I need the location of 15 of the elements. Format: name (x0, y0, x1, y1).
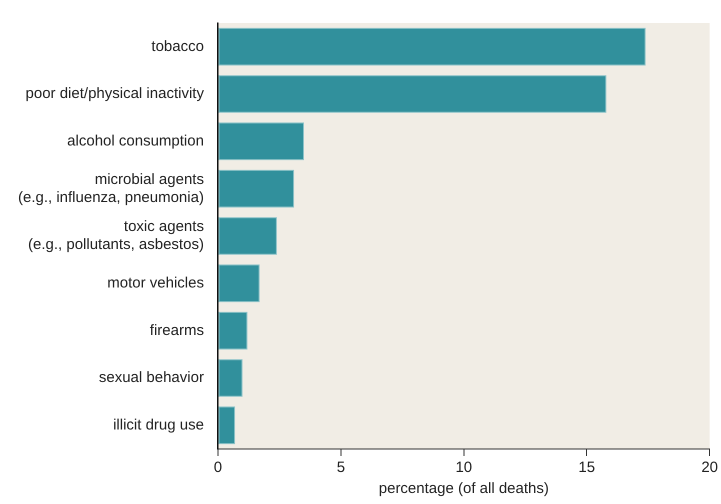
y-tick-label: toxic agents (e.g., pollutants, asbestos) (28, 218, 204, 254)
y-tick-label: poor diet/physical inactivity (26, 85, 204, 102)
y-tick-label: illicit drug use (113, 416, 204, 434)
x-tick-label: 5 (336, 459, 346, 476)
y-tick-label: motor vehicles (107, 274, 204, 292)
y-tick-label: alcohol consumption (67, 132, 204, 150)
x-tick-label: 0 (214, 459, 222, 476)
y-tick-label: tobacco (151, 38, 204, 55)
y-tick-label: firearms (150, 322, 204, 339)
y-tick-label: sexual behavior (98, 369, 204, 386)
x-tick-label: 10 (455, 459, 472, 476)
x-axis-title: percentage (of all deaths) (378, 480, 549, 498)
x-tick-label: 20 (701, 459, 718, 476)
y-tick-label: microbial agents (e.g., influenza, pneumonia) (18, 170, 204, 206)
x-tick-label: 15 (578, 459, 596, 476)
